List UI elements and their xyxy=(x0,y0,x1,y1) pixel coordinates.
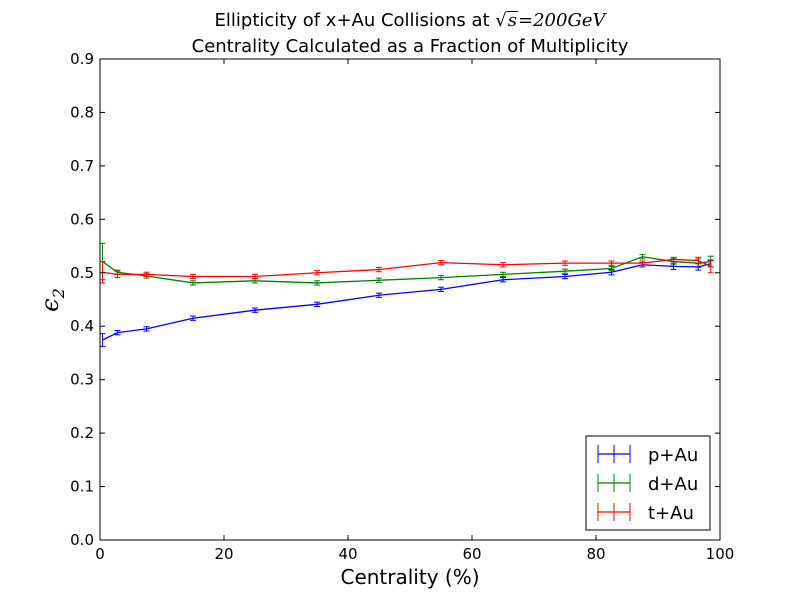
error-bar xyxy=(114,329,121,336)
error-bar xyxy=(314,280,320,286)
y-tick-label: 0.7 xyxy=(70,157,94,175)
error-bar xyxy=(314,270,320,276)
error-bar xyxy=(500,271,506,278)
error-bar xyxy=(608,260,615,266)
legend-label: t+Au xyxy=(648,503,694,524)
y-tick-label: 0.5 xyxy=(70,264,94,282)
svg-text:ϵ2: ϵ2 xyxy=(36,288,68,312)
series-t-au xyxy=(99,256,714,284)
y-tick-label: 0.9 xyxy=(70,50,94,68)
sqrt-argument: s xyxy=(506,10,518,31)
error-bar xyxy=(190,273,196,280)
chart-title-line-1: Ellipticity of x+Au Collisions at √s=200… xyxy=(100,10,720,31)
y-axis-symbol: ϵ xyxy=(36,298,64,311)
error-bar xyxy=(500,262,506,268)
error-bar xyxy=(438,274,444,281)
error-bar xyxy=(376,277,382,283)
x-tick-label: 0 xyxy=(95,545,105,563)
error-bar xyxy=(143,271,150,278)
y-tick-label: 0.3 xyxy=(70,371,94,389)
error-bar xyxy=(190,315,196,321)
title-energy: =200GeV xyxy=(518,10,606,31)
x-tick-label: 20 xyxy=(214,545,233,563)
chart-title-line-2: Centrality Calculated as a Fraction of M… xyxy=(191,36,629,57)
y-axis-subscript: 2 xyxy=(49,288,68,299)
series-p-au xyxy=(99,259,714,348)
legend-item: d+Au xyxy=(597,474,698,495)
y-tick-label: 0.1 xyxy=(70,478,94,496)
error-bar xyxy=(707,259,714,274)
sqrt-symbol: √ xyxy=(495,10,507,31)
series-line xyxy=(102,263,711,341)
error-bar xyxy=(562,260,568,266)
error-bar xyxy=(376,266,382,273)
error-bar xyxy=(639,260,646,266)
y-tick-label: 0.0 xyxy=(70,531,94,549)
legend-item: t+Au xyxy=(597,503,694,524)
error-bar xyxy=(314,301,320,307)
error-bar xyxy=(562,268,568,274)
legend-item: p+Au xyxy=(597,445,698,466)
error-bar xyxy=(252,307,258,313)
error-bar xyxy=(376,292,382,298)
x-tick-label: 100 xyxy=(706,545,735,563)
x-tick-label: 80 xyxy=(586,545,605,563)
legend-label: d+Au xyxy=(648,474,698,495)
error-bar xyxy=(190,280,196,286)
legend-label: p+Au xyxy=(648,445,698,466)
error-bar xyxy=(438,286,444,292)
error-bar xyxy=(143,326,150,332)
y-axis-label: ϵ2 xyxy=(36,288,68,312)
plot-marks xyxy=(99,242,714,348)
error-bar xyxy=(562,273,568,280)
y-tick-label: 0.6 xyxy=(70,210,94,228)
error-bar xyxy=(252,273,258,280)
y-tick-label: 0.2 xyxy=(70,424,94,442)
y-tick-label: 0.8 xyxy=(70,103,94,121)
x-tick-label: 40 xyxy=(338,545,357,563)
error-bar xyxy=(695,256,702,265)
x-tick-label: 60 xyxy=(462,545,481,563)
y-tick-label: 0.4 xyxy=(70,317,94,335)
error-bar xyxy=(114,270,121,279)
error-bar xyxy=(639,254,646,260)
title-prefix: Ellipticity of x+Au Collisions at xyxy=(214,10,496,31)
axes: 0 20 40 60 80 100 0.0 0.1 0.2 0.3 0.4 0.5 0.6 0.7 0.8 0… xyxy=(70,50,734,563)
error-bar xyxy=(438,259,444,266)
error-bar xyxy=(670,256,677,263)
x-axis-label: Centrality (%) xyxy=(340,565,479,589)
error-bar xyxy=(500,277,506,283)
error-bar xyxy=(608,265,615,272)
legend: p+Au d+Au t+Au xyxy=(585,435,711,531)
plot-frame xyxy=(99,58,721,541)
